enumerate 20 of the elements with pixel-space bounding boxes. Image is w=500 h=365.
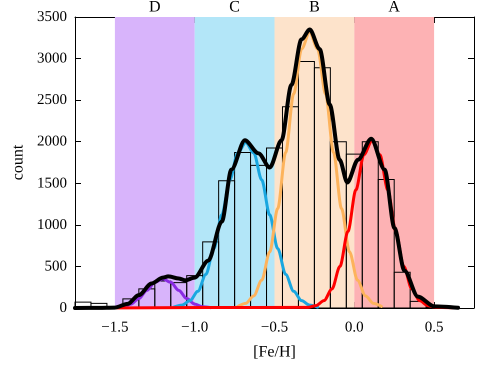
x-tick-label: −1.5	[101, 320, 129, 336]
line-series	[236, 30, 383, 308]
y-tick-label: 1500	[37, 175, 67, 192]
x-tick-label: 0.0	[344, 320, 364, 336]
band-label: A	[388, 0, 400, 16]
y-tick-label: 3000	[37, 50, 67, 67]
band-label: C	[229, 0, 240, 16]
y-tick-label: 3500	[37, 9, 67, 25]
y-tick-label: 2500	[37, 92, 67, 108]
band-label: B	[309, 0, 320, 16]
x-axis-title: [Fe/H]	[253, 344, 296, 360]
y-axis-title: count	[10, 144, 27, 180]
y-tick-label: 0	[60, 300, 67, 316]
band-label: D	[149, 0, 161, 16]
x-tick-label: 0.5	[424, 320, 444, 336]
y-tick-label: 2000	[37, 134, 67, 150]
x-tick-label: −0.5	[260, 320, 288, 336]
y-tick-label: 1000	[37, 216, 67, 233]
x-tick-label: −1.0	[181, 320, 208, 336]
y-tick-label: 500	[44, 258, 67, 274]
